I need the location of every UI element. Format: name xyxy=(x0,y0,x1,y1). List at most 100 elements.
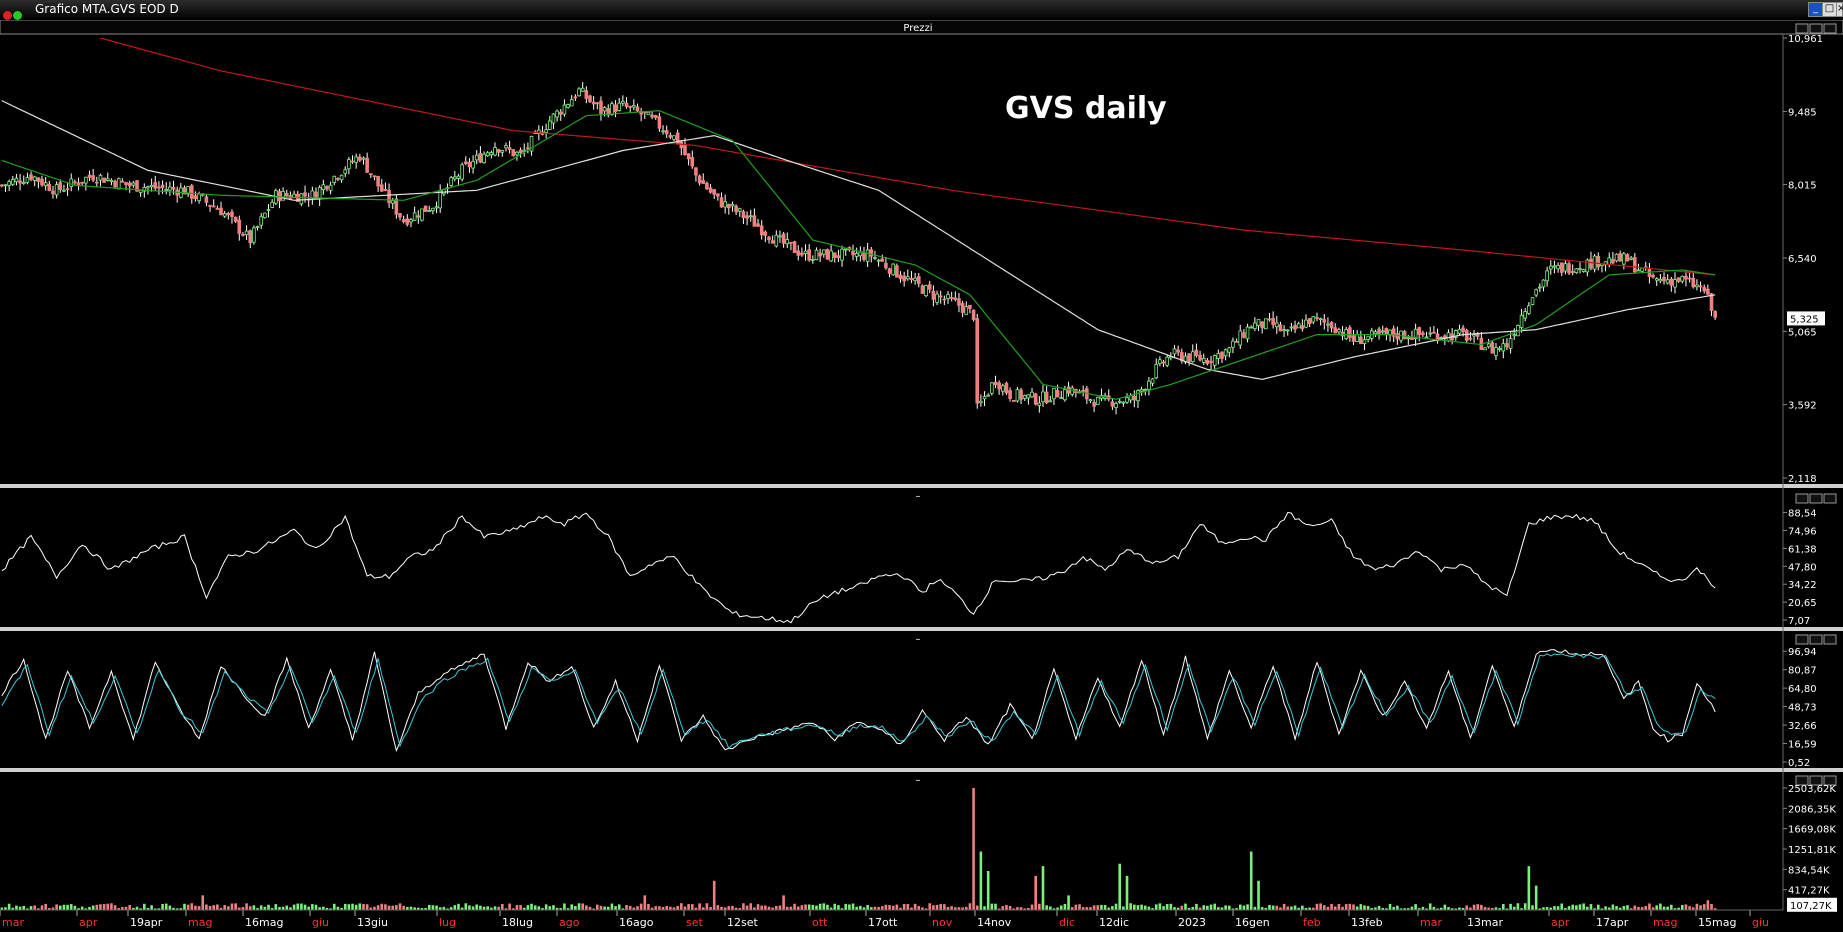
separator-stoch-vol[interactable] xyxy=(0,768,1843,772)
volume-bar xyxy=(1092,905,1096,910)
volume-bar xyxy=(1169,903,1173,910)
candle-body xyxy=(336,177,340,180)
candle-body xyxy=(197,193,201,202)
volume-bar xyxy=(1344,904,1348,910)
price-pane-header xyxy=(0,20,1843,35)
candle-body xyxy=(1300,325,1305,330)
volume-bar xyxy=(1030,904,1034,910)
volume-bar xyxy=(1600,908,1604,910)
y-axis-labels: 10,961 9,485 8,015 6,540 5,065 3,592 2,118 88,5… xyxy=(1783,34,1837,912)
volume-bar xyxy=(680,903,683,910)
candle-body xyxy=(708,187,713,193)
osc-close-button[interactable] xyxy=(1823,493,1837,504)
candle-body xyxy=(1596,256,1601,268)
volume-bar xyxy=(387,905,391,910)
volume-bar xyxy=(113,905,117,910)
volume-bar xyxy=(1176,907,1180,910)
candle-body xyxy=(1362,339,1367,344)
y-tick-label: 2503,62K xyxy=(1788,784,1836,795)
volume-bar xyxy=(585,905,588,910)
volume-bar xyxy=(1494,907,1498,910)
chart-area[interactable]: Prezzi – – – GVS daily 10,961 9,485 8,015 6… xyxy=(0,20,1843,932)
volume-bar xyxy=(1081,907,1085,910)
candle-body xyxy=(1158,359,1162,364)
volume-bar xyxy=(1407,908,1410,910)
separator-osc-stoch[interactable] xyxy=(0,627,1843,631)
y-tick-label: 6,540 xyxy=(1788,254,1817,265)
volume-bar xyxy=(1531,905,1534,910)
candle-body xyxy=(1337,329,1341,333)
pane-minimize-button[interactable] xyxy=(1795,23,1809,34)
volume-bar xyxy=(1293,905,1297,910)
volume-bar xyxy=(1629,908,1633,910)
osc-minimize-button[interactable] xyxy=(1795,493,1809,504)
maximize-button[interactable]: □ xyxy=(1822,2,1837,17)
candle-body xyxy=(916,276,921,284)
candle-body xyxy=(1001,385,1005,392)
volume-bar xyxy=(1187,907,1191,910)
candle-body xyxy=(1406,337,1411,340)
candle-body xyxy=(1242,332,1246,338)
y-tick-label: 61,38 xyxy=(1788,544,1817,555)
volume-bar xyxy=(577,903,581,910)
pane-maximize-button[interactable] xyxy=(1809,23,1823,34)
close-button[interactable]: × xyxy=(1836,2,1843,17)
volume-bar xyxy=(690,904,694,910)
stoch-maximize-button[interactable] xyxy=(1809,634,1823,645)
vol-maximize-button[interactable] xyxy=(1809,775,1823,786)
x-axis: mar apr 19apr mag 16mag giu 13giu lug 18lug ago 16… xyxy=(0,909,1783,929)
candle-body xyxy=(1026,394,1031,399)
separator-price-osc[interactable] xyxy=(0,484,1843,488)
candle-body xyxy=(1622,253,1626,265)
candle-body xyxy=(920,285,925,294)
volume-bar xyxy=(837,905,840,910)
volume-bar xyxy=(753,907,756,910)
volume-bar xyxy=(891,905,895,910)
candle-body xyxy=(1673,279,1677,288)
stoch-minimize-button[interactable] xyxy=(1795,634,1809,645)
minimize-button[interactable]: _ xyxy=(1808,2,1823,17)
candle-body xyxy=(964,306,969,315)
pane-close-button[interactable] xyxy=(1823,23,1837,34)
vol-minimize-button[interactable] xyxy=(1795,775,1809,786)
candle-body xyxy=(409,219,413,223)
osc-maximize-button[interactable] xyxy=(1809,493,1823,504)
volume-bar xyxy=(190,903,194,910)
volume-bar xyxy=(384,904,387,910)
candle-body xyxy=(259,216,264,226)
volume-bar xyxy=(1410,906,1414,910)
x-tick-label: ago xyxy=(559,916,580,929)
volume-bar xyxy=(1659,903,1662,910)
candle-body xyxy=(1136,390,1140,402)
volume-bar xyxy=(1052,908,1056,910)
candle-body xyxy=(471,160,475,169)
volume-bar xyxy=(921,907,924,910)
volume-bar xyxy=(325,907,329,910)
vol-close-button[interactable] xyxy=(1823,775,1837,786)
volume-bar xyxy=(804,904,807,910)
candle-body xyxy=(1457,328,1462,334)
candle-body xyxy=(1015,389,1020,402)
volume-bar xyxy=(1491,907,1494,910)
volume-bar xyxy=(1290,906,1293,910)
candle-body xyxy=(1019,389,1023,400)
window-titlebar: Grafico MTA.GVS EOD D _ □ × xyxy=(0,0,1843,21)
candle-body xyxy=(248,230,253,244)
volume-bar xyxy=(1534,885,1538,910)
candle-body xyxy=(116,178,121,190)
candle-body xyxy=(1245,326,1250,340)
volume-bar xyxy=(121,906,124,910)
candle-body xyxy=(1216,353,1221,359)
volume-bar xyxy=(1450,908,1454,910)
volume-bar xyxy=(110,903,113,910)
candle-body xyxy=(635,106,640,112)
stoch-close-button[interactable] xyxy=(1823,634,1837,645)
candle-body xyxy=(511,149,516,157)
candle-body xyxy=(1125,397,1129,403)
x-tick-label: nov xyxy=(932,916,953,929)
volume-bar xyxy=(760,905,763,910)
candle-body xyxy=(902,275,906,282)
candle-body xyxy=(836,255,841,259)
candle-body xyxy=(613,104,618,113)
volume-bar xyxy=(574,906,577,910)
